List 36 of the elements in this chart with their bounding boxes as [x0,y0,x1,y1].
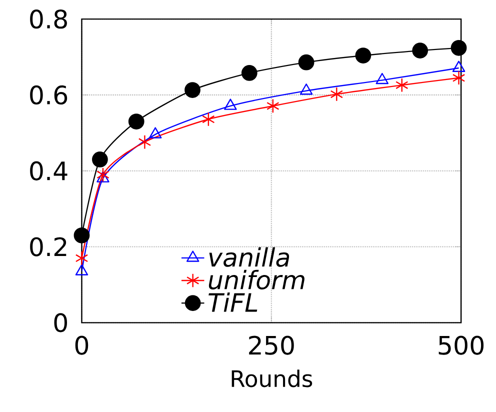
point [396,78,408,92]
point [452,70,466,86]
y-tick-label: 0 [54,313,68,332]
point [128,114,144,130]
y-tick-label: 0.8 [30,9,67,29]
point [75,264,88,276]
point [202,112,215,127]
x-axis-title: Rounds [232,370,312,388]
legend-label: TiFL [208,292,258,312]
point [241,65,258,81]
y-tick-label: 0.6 [30,85,68,105]
point [96,167,110,182]
point [74,227,90,244]
point [224,98,237,110]
point [298,54,314,70]
x-tick-label: 0 [75,336,88,355]
point [75,250,88,266]
y-tick-label: 0.4 [30,161,68,180]
point [355,48,372,64]
point [138,134,152,150]
point [92,152,108,168]
point [266,98,280,114]
x-tick-label: 500 [438,336,484,355]
y-tick-label: 0.2 [30,237,66,256]
legend-label: uniform [208,270,304,290]
point [148,127,162,138]
point [96,171,110,182]
legend-label: vanilla [209,247,290,267]
point [452,60,466,72]
point [450,40,467,56]
point [330,86,344,102]
point [184,82,200,98]
point [412,42,428,59]
point [376,72,389,84]
point [300,84,313,95]
x-tick-label: 250 [249,336,294,355]
